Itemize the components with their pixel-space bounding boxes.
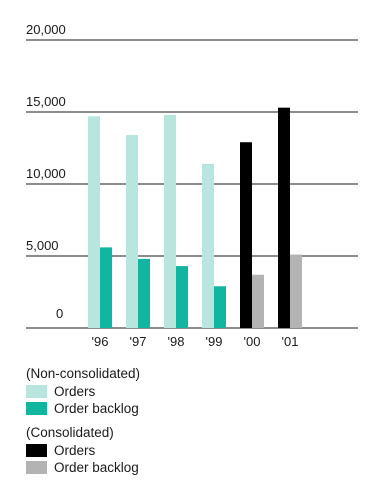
legend-swatch: [26, 402, 47, 415]
legend-item-orders: Orders: [26, 383, 366, 400]
bar: [278, 107, 290, 329]
legend-label: Order backlog: [54, 400, 139, 416]
bar: [164, 114, 176, 328]
x-tick-label: '96: [92, 334, 109, 349]
x-axis-labels: '96 '97 '98 '99 '00 '01: [92, 334, 299, 349]
bar: [88, 116, 100, 328]
x-tick-label: '97: [130, 334, 147, 349]
bar: [202, 163, 214, 328]
legend: (Non-consolidated) Orders Order backlog …: [26, 366, 366, 484]
legend-group-consolidated: (Consolidated) Orders Order backlog: [26, 425, 366, 476]
bar: [290, 254, 302, 328]
bar: [138, 258, 150, 328]
y-tick-label: 5,000: [26, 238, 59, 253]
bar: [100, 247, 112, 328]
x-tick-label: '98: [168, 334, 185, 349]
bar: [214, 286, 226, 328]
y-tick-label: 10,000: [26, 166, 66, 181]
legend-label: Order backlog: [54, 459, 139, 475]
legend-item-order-backlog: Order backlog: [26, 400, 366, 417]
bar-chart: 0 5,000 10,000 15,000 20,000 '96 '97 '98 '99 '00…: [26, 22, 358, 349]
x-tick-label: '99: [206, 334, 223, 349]
bar: [176, 266, 188, 328]
legend-swatch: [26, 385, 47, 398]
legend-item-orders: Orders: [26, 442, 366, 459]
y-tick-label: 20,000: [26, 22, 66, 37]
bar: [240, 142, 252, 328]
legend-item-order-backlog: Order backlog: [26, 459, 366, 476]
y-tick-label: 0: [56, 306, 63, 321]
bar: [126, 135, 138, 328]
legend-label: Orders: [54, 442, 96, 458]
legend-heading: (Non-consolidated): [26, 366, 141, 381]
gridlines: 0 5,000 10,000 15,000 20,000: [26, 22, 358, 329]
y-tick-label: 15,000: [26, 94, 66, 109]
bar: [252, 274, 264, 328]
legend-group-nonconsolidated: (Non-consolidated) Orders Order backlog: [26, 366, 366, 417]
bars: [88, 107, 302, 329]
x-tick-label: '00: [244, 334, 261, 349]
legend-swatch: [26, 461, 47, 474]
legend-label: Orders: [54, 383, 96, 399]
legend-heading: (Consolidated): [26, 425, 114, 440]
x-tick-label: '01: [282, 334, 299, 349]
legend-swatch: [26, 444, 47, 457]
